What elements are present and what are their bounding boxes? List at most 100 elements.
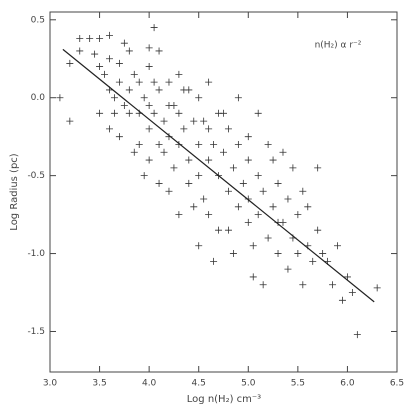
point	[239, 179, 247, 187]
point	[274, 179, 282, 187]
point	[160, 148, 168, 156]
point	[205, 78, 213, 86]
x-tick-label: 5.5	[291, 379, 305, 389]
x-tick-label: 3.5	[92, 379, 106, 389]
point	[120, 39, 128, 47]
point	[56, 94, 64, 102]
point	[145, 156, 153, 164]
point	[135, 78, 143, 86]
point	[373, 284, 381, 292]
point	[254, 172, 262, 180]
x-tick-label: 3.0	[43, 379, 58, 389]
point	[145, 63, 153, 71]
point	[279, 148, 287, 156]
point	[175, 211, 183, 219]
point	[200, 195, 208, 203]
point	[249, 242, 257, 250]
point	[329, 281, 337, 289]
point	[348, 289, 356, 297]
point	[150, 24, 158, 32]
point	[294, 211, 302, 219]
point	[205, 125, 213, 133]
x-tick-label: 4.5	[192, 379, 206, 389]
point	[294, 250, 302, 258]
point	[244, 156, 252, 164]
point	[155, 140, 163, 148]
point	[140, 94, 148, 102]
point	[175, 109, 183, 117]
point	[224, 187, 232, 195]
point	[135, 140, 143, 148]
point	[76, 47, 84, 55]
point	[229, 164, 237, 172]
point	[220, 148, 227, 156]
y-tick-label: -1.5	[27, 327, 45, 337]
point	[115, 78, 123, 86]
point	[299, 281, 307, 289]
point	[170, 102, 178, 110]
point	[91, 50, 99, 58]
point	[314, 226, 322, 234]
y-tick-label: -1.0	[27, 249, 45, 259]
y-tick-label: 0.5	[31, 15, 45, 25]
point	[105, 125, 113, 133]
y-tick-label: -0.5	[27, 171, 45, 181]
point	[66, 59, 74, 67]
point	[264, 234, 272, 242]
point	[175, 140, 183, 148]
point	[254, 211, 262, 219]
point	[353, 331, 361, 339]
point	[125, 86, 133, 94]
point	[195, 242, 203, 250]
point	[66, 117, 74, 125]
point	[155, 86, 163, 94]
point	[145, 125, 153, 133]
point	[334, 242, 342, 250]
point	[299, 187, 307, 195]
point	[220, 109, 227, 117]
fit-line	[62, 48, 375, 303]
x-tick-label: 4.0	[142, 379, 157, 389]
point	[264, 140, 272, 148]
point	[269, 156, 277, 164]
point	[115, 59, 123, 67]
point	[224, 226, 232, 234]
x-tick-label: 5.0	[241, 379, 256, 389]
point	[110, 109, 118, 117]
point	[205, 156, 213, 164]
point	[175, 70, 183, 78]
point	[170, 164, 178, 172]
point	[284, 195, 292, 203]
point	[215, 226, 223, 234]
point	[205, 211, 213, 219]
point	[140, 172, 148, 180]
point	[185, 179, 193, 187]
point	[125, 47, 133, 55]
point	[259, 281, 267, 289]
point	[155, 179, 163, 187]
point	[314, 164, 322, 172]
point	[200, 117, 208, 125]
point	[234, 140, 242, 148]
point	[96, 109, 104, 117]
plot-frame	[49, 11, 398, 373]
point	[289, 164, 297, 172]
point	[224, 125, 232, 133]
y-tick-label: 0.0	[31, 93, 46, 103]
point	[254, 109, 262, 117]
x-tick-label: 6.5	[390, 379, 404, 389]
point	[309, 257, 317, 265]
point	[165, 78, 173, 86]
point	[195, 140, 203, 148]
x-axis-title: Log n(H₂) cm⁻³	[187, 394, 261, 405]
point	[249, 273, 257, 281]
point	[319, 250, 327, 258]
point	[210, 257, 218, 265]
point	[145, 44, 153, 52]
point	[130, 70, 138, 78]
point	[259, 187, 267, 195]
point	[234, 203, 242, 211]
point	[160, 117, 168, 125]
point	[180, 125, 188, 133]
